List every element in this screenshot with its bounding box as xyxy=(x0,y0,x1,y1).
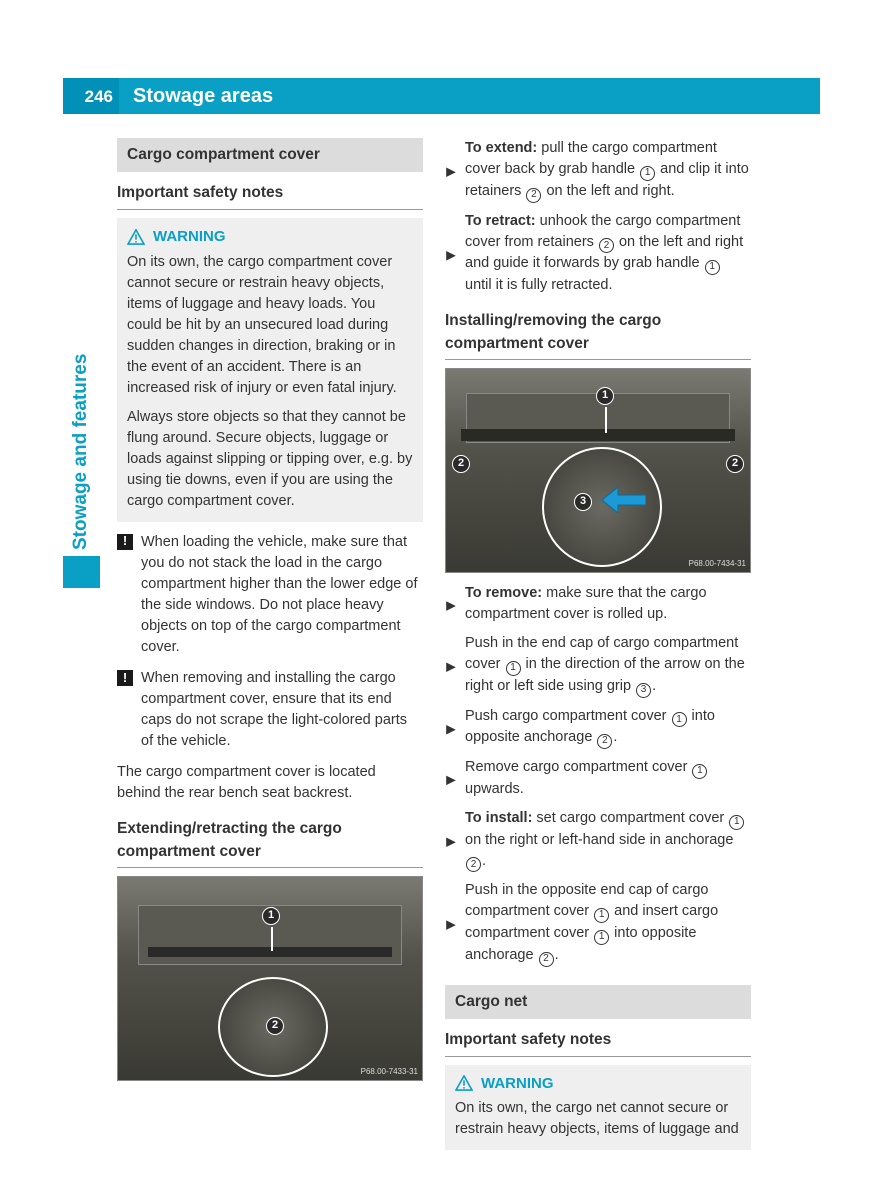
callout-3: 3 xyxy=(574,493,592,511)
section-heading-cargo-cover: Cargo compartment cover xyxy=(117,138,423,172)
subheading-install-remove: Installing/removing the cargo compartmen… xyxy=(445,310,751,360)
warning-para-1: On its own, the cargo compartment cover … xyxy=(127,252,413,399)
warning-triangle-icon xyxy=(455,1075,473,1091)
step-text: Push in the end cap of cargo compartment… xyxy=(465,633,751,698)
warning-label: WARNING xyxy=(127,226,413,248)
triangle-bullet-icon xyxy=(445,215,457,297)
callout-2-left: 2 xyxy=(452,455,470,473)
step-remove: To remove: make sure that the cargo comp… xyxy=(445,583,751,625)
side-tab xyxy=(63,556,100,588)
step-push-opposite: Push in the opposite end cap of cargo co… xyxy=(445,880,751,966)
triangle-bullet-icon xyxy=(445,587,457,625)
step-text: To install: set cargo compartment cover … xyxy=(465,808,751,873)
exclamation-icon: ! xyxy=(117,534,133,550)
triangle-bullet-icon xyxy=(445,761,457,800)
step-push-endcap: Push in the end cap of cargo compartment… xyxy=(445,633,751,698)
subheading-safety-notes-2: Important safety notes xyxy=(445,1029,751,1056)
warning-box-2: WARNING On its own, the cargo net cannot… xyxy=(445,1065,751,1151)
figure-install-remove: 1 2 2 3 P68.00-7434-31 xyxy=(445,368,751,573)
warning-triangle-icon xyxy=(127,229,145,245)
step-text: To extend: pull the cargo compartment co… xyxy=(465,138,751,203)
callout-2-right: 2 xyxy=(726,455,744,473)
warning-para-2: Always store objects so that they cannot… xyxy=(127,407,413,512)
content-area: Cargo compartment cover Important safety… xyxy=(117,138,820,1160)
warning-text: WARNING xyxy=(153,226,226,248)
callout-1: 1 xyxy=(596,387,614,405)
warning-box: WARNING On its own, the cargo compartmen… xyxy=(117,218,423,522)
subheading-extend-retract: Extending/retracting the cargo compartme… xyxy=(117,818,423,868)
step-install: To install: set cargo compartment cover … xyxy=(445,808,751,873)
step-remove-up: Remove cargo compartment cover 1 upwards… xyxy=(445,757,751,800)
caution-note-2: ! When removing and installing the cargo… xyxy=(117,668,423,752)
figure-id: P68.00-7433-31 xyxy=(361,1066,418,1078)
right-column: To extend: pull the cargo compartment co… xyxy=(445,138,751,1160)
step-text: Push in the opposite end cap of cargo co… xyxy=(465,880,751,966)
figure-extend-retract: 1 2 P68.00-7433-31 xyxy=(117,876,423,1081)
callout-2: 2 xyxy=(266,1017,284,1035)
triangle-bullet-icon xyxy=(445,142,457,203)
step-text: To retract: unhook the cargo compartment… xyxy=(465,211,751,297)
warning-label: WARNING xyxy=(455,1073,741,1095)
callout-1: 1 xyxy=(262,907,280,925)
paragraph: The cargo compartment cover is located b… xyxy=(117,762,423,804)
page-number: 246 xyxy=(63,78,119,114)
page-header: 246 Stowage areas xyxy=(63,78,820,114)
caution-note-1: ! When loading the vehicle, make sure th… xyxy=(117,532,423,658)
step-retract: To retract: unhook the cargo compartment… xyxy=(445,211,751,297)
note-text: When loading the vehicle, make sure that… xyxy=(141,532,423,658)
triangle-bullet-icon xyxy=(445,812,457,873)
note-text: When removing and installing the cargo c… xyxy=(141,668,423,752)
section-heading-cargo-net: Cargo net xyxy=(445,985,751,1019)
direction-arrow-icon xyxy=(602,487,646,513)
step-extend: To extend: pull the cargo compartment co… xyxy=(445,138,751,203)
triangle-bullet-icon xyxy=(445,710,457,750)
side-chapter-label: Stowage and features xyxy=(66,320,96,550)
subheading-safety-notes: Important safety notes xyxy=(117,182,423,209)
left-column: Cargo compartment cover Important safety… xyxy=(117,138,423,1160)
step-text: Push cargo compartment cover 1 into oppo… xyxy=(465,706,751,750)
page-title: Stowage areas xyxy=(119,78,820,114)
warning-text: WARNING xyxy=(481,1073,554,1095)
step-text: To remove: make sure that the cargo comp… xyxy=(465,583,751,625)
step-text: Remove cargo compartment cover 1 upwards… xyxy=(465,757,751,800)
triangle-bullet-icon xyxy=(445,637,457,698)
exclamation-icon: ! xyxy=(117,670,133,686)
step-push-cover: Push cargo compartment cover 1 into oppo… xyxy=(445,706,751,750)
triangle-bullet-icon xyxy=(445,884,457,966)
figure-id: P68.00-7434-31 xyxy=(689,558,746,570)
warning-para: On its own, the cargo net cannot secure … xyxy=(455,1098,741,1140)
